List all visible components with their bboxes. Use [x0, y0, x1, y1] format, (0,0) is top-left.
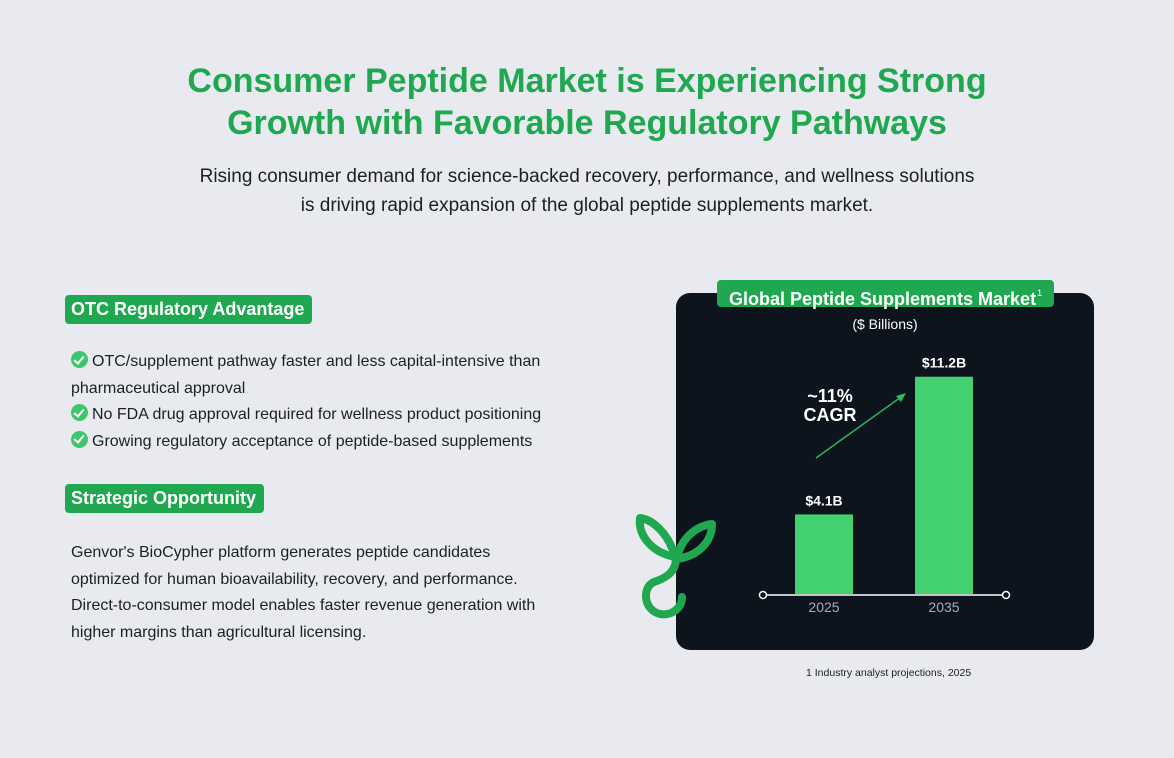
strategy-paragraph: Genvor's BioCypher platform generates pe…	[71, 540, 571, 646]
otc-benefits-list: OTC/supplement pathway faster and less c…	[71, 349, 591, 455]
bar-value-label: $11.2B	[922, 355, 966, 371]
page-subtitle: Rising consumer demand for science-backe…	[0, 162, 1174, 220]
strategy-line: higher margins than agricultural licensi…	[71, 623, 367, 641]
chart-card	[676, 293, 1094, 650]
otc-benefit-item: Growing regulatory acceptance of peptide…	[71, 429, 591, 456]
chart-title-text: Global Peptide Supplements Market	[729, 289, 1037, 309]
check-circle-icon	[71, 351, 88, 368]
check-circle-icon	[71, 404, 88, 421]
bar-value-label: $4.1B	[805, 492, 842, 508]
page-title-line-2: Growth with Favorable Regulatory Pathway…	[227, 104, 947, 142]
otc-section-heading: OTC Regulatory Advantage	[65, 295, 313, 324]
cagr-annotation-label: CAGR	[804, 405, 857, 425]
check-circle-icon	[71, 430, 88, 448]
otc-benefit-item: OTC/supplement pathway faster and less c…	[71, 349, 591, 402]
otc-benefit-text: Growing regulatory acceptance of peptide…	[92, 432, 533, 450]
strategy-line: optimized for human bioavailability, rec…	[71, 570, 518, 588]
x-tick-label: 2025	[808, 599, 839, 615]
chart-title: Global Peptide Supplements Market1	[717, 280, 1055, 309]
x-axis-start-marker	[758, 590, 768, 600]
x-tick-label: 2035	[928, 599, 959, 615]
chart-subtitle: ($ Billions)	[852, 316, 917, 332]
chart-title-footnote-mark: 1	[1037, 288, 1043, 298]
x-axis-end-marker	[1001, 590, 1011, 600]
page-title: Consumer Peptide Market is Experiencing …	[0, 60, 1174, 144]
page-subtitle-line-1: Rising consumer demand for science-backe…	[199, 166, 975, 187]
otc-benefit-text: OTC/supplement pathway faster and less c…	[92, 353, 541, 370]
otc-benefit-text: No FDA drug approval required for wellne…	[92, 406, 542, 423]
otc-benefit-item: No FDA drug approval required for wellne…	[71, 402, 591, 429]
cagr-annotation-value: ~11%	[807, 386, 853, 406]
otc-benefit-text-continued: pharmaceutical approval	[71, 379, 246, 397]
bar-2035	[915, 376, 973, 594]
bar-2025	[795, 514, 853, 594]
strategy-line: Genvor's BioCypher platform generates pe…	[71, 544, 491, 561]
sprout-logo-icon	[635, 514, 716, 619]
growth-arrow	[815, 396, 902, 459]
strategy-section-heading: Strategic Opportunity	[65, 484, 265, 513]
page-title-line-1: Consumer Peptide Market is Experiencing …	[187, 62, 987, 100]
growth-arrowhead	[896, 393, 906, 402]
strategy-line: Direct-to-consumer model enables faster …	[71, 597, 536, 614]
market-chart: ($ Billions) $4.1B 2025 $11.2B 2035 ~11%CAGR	[758, 316, 1011, 615]
chart-footnote: 1 Industry analyst projections, 2025	[806, 667, 972, 679]
page-subtitle-line-2: is driving rapid expansion of the global…	[300, 195, 874, 216]
